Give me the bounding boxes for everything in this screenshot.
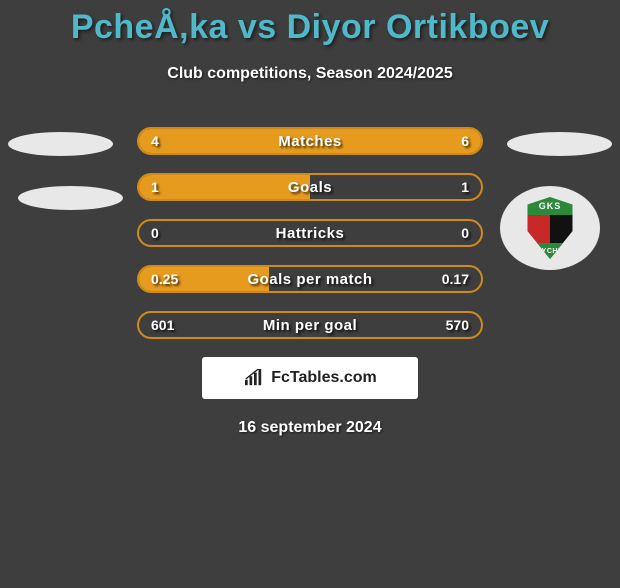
date-label: 16 september 2024 — [0, 419, 620, 437]
bar-value-right: 0 — [461, 221, 469, 245]
bar-goals: 1 Goals 1 — [137, 173, 483, 201]
chart-icon — [243, 369, 265, 387]
badge-top-text: GKS — [539, 201, 562, 211]
badge-bottom-text: TYCHY — [537, 248, 563, 255]
bar-value-right: 0.17 — [442, 267, 469, 291]
bar-value-right: 1 — [461, 175, 469, 199]
bar-label: Goals per match — [139, 267, 481, 291]
player2-club-badge: GKS TYCHY — [500, 186, 600, 270]
shield-icon: GKS TYCHY — [525, 197, 575, 259]
bar-goals-per-match: 0.25 Goals per match 0.17 — [137, 265, 483, 293]
site-logo[interactable]: FcTables.com — [202, 357, 418, 399]
player1-club-placeholder — [18, 186, 123, 210]
bar-value-right: 6 — [461, 129, 469, 153]
player1-avatar-placeholder — [8, 132, 113, 156]
page-subtitle: Club competitions, Season 2024/2025 — [0, 65, 620, 83]
bar-label: Goals — [139, 175, 481, 199]
bar-label: Hattricks — [139, 221, 481, 245]
bar-hattricks: 0 Hattricks 0 — [137, 219, 483, 247]
player2-avatar-placeholder — [507, 132, 612, 156]
site-logo-text: FcTables.com — [271, 369, 377, 387]
comparison-bars: 4 Matches 6 1 Goals 1 0 Hattricks 0 0.25… — [137, 127, 483, 339]
bar-label: Matches — [139, 129, 481, 153]
bar-min-per-goal: 601 Min per goal 570 — [137, 311, 483, 339]
bar-matches: 4 Matches 6 — [137, 127, 483, 155]
bar-value-right: 570 — [446, 313, 469, 337]
bar-label: Min per goal — [139, 313, 481, 337]
page-title: PcheÅ,ka vs Diyor Ortikboev — [0, 8, 620, 47]
